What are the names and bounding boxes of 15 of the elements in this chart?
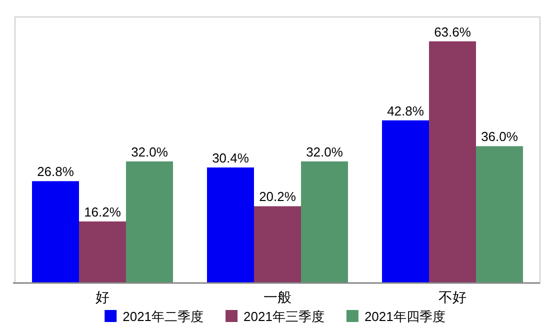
data-label: 63.6%: [434, 24, 472, 40]
data-label: 16.2%: [84, 204, 122, 220]
data-label: 30.4%: [212, 150, 250, 166]
x-tick-label: 一般: [264, 289, 292, 305]
data-label: 32.0%: [131, 144, 168, 160]
data-label: 36.0%: [481, 129, 518, 144]
legend-label: 2021年二季度: [122, 309, 204, 324]
legend-label: 2021年三季度: [244, 309, 324, 324]
data-label: 20.2%: [259, 189, 296, 204]
x-tick-label: 不好: [438, 289, 466, 305]
data-label: 42.8%: [387, 103, 424, 118]
data-label: 26.8%: [37, 164, 74, 180]
legend-label: 2021年四季度: [364, 309, 446, 324]
data-label: 32.0%: [306, 144, 344, 160]
x-tick-label: 好: [96, 289, 110, 305]
